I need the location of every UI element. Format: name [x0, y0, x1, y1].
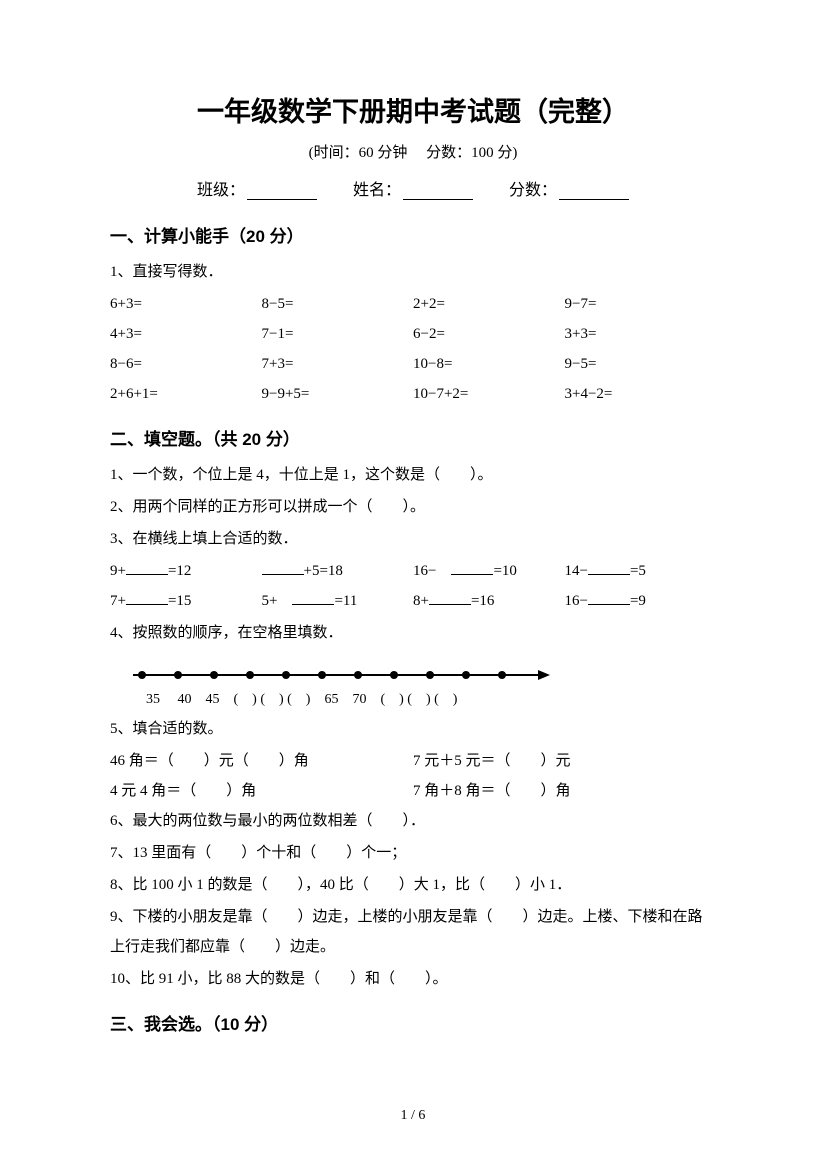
q2-6: 6、最大的两位数与最小的两位数相差（ ）． — [110, 806, 716, 836]
number-line: 35 40 45 ( ) ( ) ( ) 65 70 ( ) ( ) ( ) — [128, 662, 716, 708]
subtitle: (时间：60 分钟 分数：100 分) — [110, 141, 716, 162]
q2-4: 4、按照数的顺序，在空格里填数． — [110, 618, 716, 648]
conv-row: 46 角＝（ ）元（ ）角 7 元＋5 元＝（ ）元 — [110, 746, 716, 776]
calc-cell: 7+3= — [262, 349, 414, 379]
calc-cell: 4+3= — [110, 319, 262, 349]
fill-blank — [292, 604, 334, 605]
fill-cell: 8+ =16 — [413, 586, 565, 616]
fill-grid: 9+ =12 +5=18 16− =10 14− =5 7+ =15 5+ =11 8… — [110, 556, 716, 616]
calc-cell: 9−7= — [565, 289, 717, 319]
fill-cell: 16− =9 — [565, 586, 717, 616]
calc-cell: 3+3= — [565, 319, 717, 349]
fill-post: =12 — [168, 563, 191, 579]
fill-post: =9 — [630, 593, 646, 609]
calc-cell: 8−5= — [262, 289, 414, 319]
q2-2: 2、用两个同样的正方形可以拼成一个（ ）。 — [110, 492, 716, 522]
q2-10: 10、比 91 小，比 88 大的数是（ ）和（ ）。 — [110, 964, 716, 994]
fill-pre: 16− — [565, 593, 588, 609]
fill-pre: 16− — [413, 563, 451, 579]
calc-cell: 10−7+2= — [413, 379, 565, 409]
fill-cell: 9+ =12 — [110, 556, 262, 586]
conv-cell: 7 角＋8 角＝（ ）角 — [413, 776, 716, 806]
fill-post: =10 — [493, 563, 516, 579]
calc-cell: 9−5= — [565, 349, 717, 379]
q2-8: 8、比 100 小 1 的数是（ ），40 比（ ）大 1，比（ ）小 1． — [110, 870, 716, 900]
fill-blank — [429, 604, 471, 605]
q2-3: 3、在横线上填上合适的数． — [110, 524, 716, 554]
class-blank — [247, 199, 317, 200]
number-line-labels: 35 40 45 ( ) ( ) ( ) 65 70 ( ) ( ) ( ) — [146, 688, 716, 708]
conv-cell: 7 元＋5 元＝（ ）元 — [413, 746, 716, 776]
fill-post: =5 — [630, 563, 646, 579]
fill-blank — [126, 604, 168, 605]
section1-header: 一、计算小能手（20 分） — [110, 222, 716, 247]
calc-cell: 3+4−2= — [565, 379, 717, 409]
q2-5: 5、填合适的数。 — [110, 714, 716, 744]
calc-cell: 10−8= — [413, 349, 565, 379]
calc-cell: 8−6= — [110, 349, 262, 379]
conv-row: 4 元 4 角＝（ ）角 7 角＋8 角＝（ ）角 — [110, 776, 716, 806]
q2-7: 7、13 里面有（ ）个十和（ ）个一； — [110, 838, 716, 868]
section2-header: 二、填空题。（共 20 分） — [110, 425, 716, 450]
calc-cell: 7−1= — [262, 319, 414, 349]
fill-pre: 5+ — [262, 593, 293, 609]
score-blank — [559, 199, 629, 200]
calc-grid: 6+3= 8−5= 2+2= 9−7= 4+3= 7−1= 6−2= 3+3= … — [110, 289, 716, 409]
info-row: 班级： 姓名： 分数： — [110, 176, 716, 200]
fill-post: +5=18 — [304, 563, 343, 579]
conv-cell: 46 角＝（ ）元（ ）角 — [110, 746, 413, 776]
fill-cell: +5=18 — [262, 556, 414, 586]
fill-blank — [451, 574, 493, 575]
section3-header: 三、我会选。（10 分） — [110, 1010, 716, 1035]
fill-cell: 5+ =11 — [262, 586, 414, 616]
page-footer: 1 / 6 — [0, 1108, 826, 1124]
fill-blank — [262, 574, 304, 575]
fill-post: =11 — [334, 593, 357, 609]
fill-pre: 8+ — [413, 593, 429, 609]
fill-blank — [126, 574, 168, 575]
fill-blank — [588, 574, 630, 575]
class-label: 班级： — [197, 182, 245, 199]
q2-9: 9、下楼的小朋友是靠（ ）边走，上楼的小朋友是靠（ ）边走。上楼、下楼和在路上行… — [110, 902, 716, 962]
fill-post: =15 — [168, 593, 191, 609]
page-title: 一年级数学下册期中考试题（完整） — [110, 90, 716, 129]
calc-cell: 2+2= — [413, 289, 565, 319]
name-blank — [403, 199, 473, 200]
fill-post: =16 — [471, 593, 494, 609]
q2-1: 1、一个数，个位上是 4，十位上是 1，这个数是（ ）。 — [110, 460, 716, 490]
number-line-svg — [128, 662, 558, 688]
calc-cell: 6+3= — [110, 289, 262, 319]
conv-cell: 4 元 4 角＝（ ）角 — [110, 776, 413, 806]
fill-pre: 7+ — [110, 593, 126, 609]
fill-cell: 16− =10 — [413, 556, 565, 586]
fill-pre: 14− — [565, 563, 588, 579]
fill-cell: 7+ =15 — [110, 586, 262, 616]
fill-blank — [588, 604, 630, 605]
score-label: 分数： — [509, 182, 557, 199]
calc-cell: 6−2= — [413, 319, 565, 349]
q1-1-label: 1、直接写得数． — [110, 257, 716, 287]
fill-pre: 9+ — [110, 563, 126, 579]
fill-cell: 14− =5 — [565, 556, 717, 586]
calc-cell: 2+6+1= — [110, 379, 262, 409]
name-label: 姓名： — [353, 182, 401, 199]
calc-cell: 9−9+5= — [262, 379, 414, 409]
